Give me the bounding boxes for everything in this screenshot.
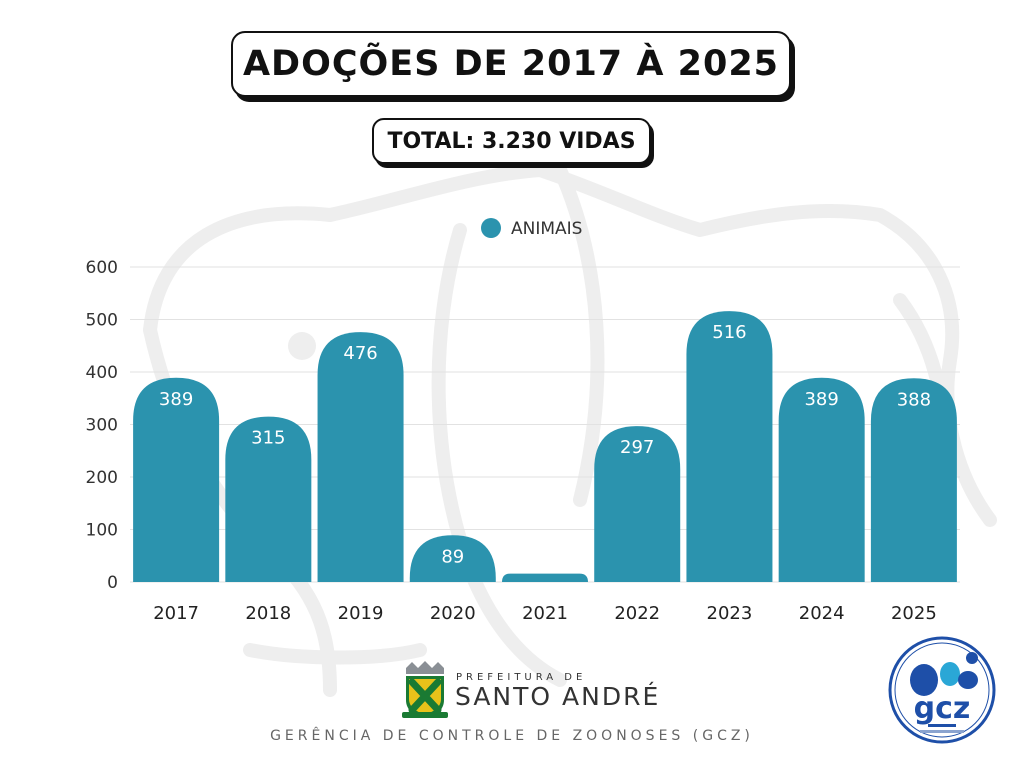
x-tick-label: 2022 (614, 603, 660, 624)
y-tick-label: 400 (86, 363, 118, 383)
data-label: 315 (251, 428, 285, 449)
x-tick-label: 2020 (430, 603, 476, 624)
y-tick-label: 100 (86, 521, 118, 541)
bar (225, 416, 312, 582)
x-tick-label: 2024 (799, 603, 845, 624)
bar (409, 535, 496, 582)
bar (133, 377, 220, 582)
x-tick-label: 2018 (245, 603, 291, 624)
legend-marker (481, 218, 501, 238)
y-tick-label: 300 (86, 416, 118, 436)
x-tick-label: 2023 (707, 603, 753, 624)
department-name: GERÊNCIA DE CONTROLE DE ZOONOSES (GCZ) (270, 728, 754, 744)
y-tick-label: 0 (107, 573, 118, 593)
santo-andre-coat-of-arms-icon (402, 661, 448, 718)
total-badge: TOTAL: 3.230 VIDAS (372, 118, 651, 164)
data-label: 389 (159, 389, 193, 410)
chart-title: ADOÇÕES DE 2017 À 2025 (231, 31, 791, 97)
x-tick-label: 2017 (153, 603, 199, 624)
prefeitura-name: SANTO ANDRÉ (455, 682, 661, 711)
gcz-badge-text: gcz (914, 691, 971, 726)
data-label: 388 (897, 389, 931, 410)
x-tick-label: 2019 (338, 603, 384, 624)
data-label: 516 (712, 322, 746, 343)
x-tick-label: 2025 (891, 603, 937, 624)
bar-chart: 0 100 200 300 400 500 600 ANIMAIS 389 2017 315 2018… (86, 218, 960, 624)
y-tick-label: 200 (86, 468, 118, 488)
legend-label: ANIMAIS (511, 219, 582, 239)
bar (778, 377, 865, 582)
bar (502, 573, 588, 582)
data-label: 389 (804, 389, 838, 410)
y-tick-label: 600 (86, 258, 118, 278)
prefeitura-label: PREFEITURA DE (456, 672, 587, 683)
y-tick-label: 500 (86, 311, 118, 331)
data-label: 89 (441, 546, 464, 567)
bar (317, 332, 404, 582)
x-tick-label: 2021 (522, 603, 568, 624)
bar (594, 426, 681, 582)
data-label: 476 (343, 343, 377, 364)
gcz-badge-icon: gcz (888, 636, 996, 744)
data-label: 297 (620, 437, 654, 458)
bar (686, 311, 773, 582)
bar (870, 378, 957, 582)
